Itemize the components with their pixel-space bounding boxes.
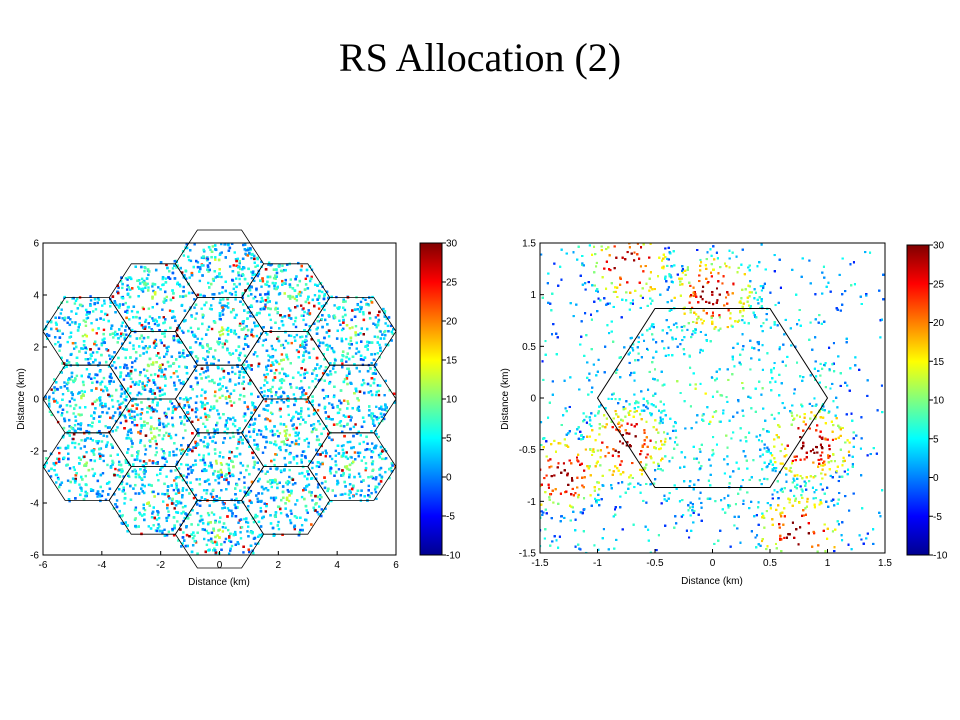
right-x-axis-label: Distance (km)	[681, 576, 743, 587]
x-tick-label: 0	[217, 560, 223, 571]
x-tick-label: 4	[334, 560, 340, 571]
colorbar-tick-label: 25	[446, 278, 458, 289]
colorbar-tick-label: 5	[933, 434, 939, 445]
colorbar-tick-label: 15	[446, 356, 458, 367]
colorbar-tick-label: -10	[446, 551, 461, 562]
y-tick-label: 6	[33, 239, 39, 250]
y-tick-label: -0.5	[519, 445, 537, 456]
left-colorbar: 30 25 20 15 10 5 0 -5 -10	[419, 239, 461, 562]
colorbar-tick-label: -5	[446, 512, 455, 523]
x-tick-label: -1.5	[531, 558, 549, 569]
colorbar-tick-label: 20	[446, 317, 458, 328]
right-colorbar-gradient	[906, 244, 930, 556]
y-tick-label: -1	[527, 497, 536, 508]
x-tick-label: 1.5	[878, 558, 892, 569]
colorbar-tick-label: 15	[933, 357, 945, 368]
y-tick-label: 0.5	[522, 342, 536, 353]
x-tick-label: -0.5	[646, 558, 664, 569]
x-tick-label: 2	[276, 560, 282, 571]
colorbar-tick-label: 25	[933, 279, 945, 290]
y-tick-label: 1	[530, 290, 536, 301]
y-tick-label: -4	[30, 499, 39, 510]
cell-hexagon	[307, 432, 397, 501]
left-colorbar-gradient	[419, 242, 443, 556]
y-tick-label: 0	[33, 395, 39, 406]
cell-hexagon	[42, 297, 132, 366]
colorbar-tick-label: 20	[933, 318, 945, 329]
left-x-axis-label: Distance (km)	[188, 577, 250, 588]
colorbar-tick-label: 5	[446, 434, 452, 445]
left-colorbar-ticks: 30 25 20 15 10 5 0 -5 -10	[442, 239, 461, 562]
y-tick-label: 2	[33, 343, 39, 354]
right-y-axis-ticks: 1.5 1 0.5 0 -0.5 -1 -1.5	[519, 239, 544, 560]
cell-hexagon	[174, 499, 265, 569]
right-plot: -1.5 -1 -0.5 0 0.5 1 1.5 1.5 1 0.5 0 -0.5 -1 -1.5 Di…	[500, 239, 892, 588]
x-tick-label: 0.5	[763, 558, 777, 569]
left-x-axis-ticks: -6 -4 -2 0 2 4 6	[39, 551, 399, 571]
cell-hexagon	[241, 466, 331, 535]
colorbar-tick-label: 10	[446, 395, 458, 406]
cell-hexagon	[42, 364, 132, 434]
colorbar-tick-label: 30	[446, 239, 458, 250]
colorbar-tick-label: 30	[933, 241, 945, 252]
left-plot-points	[43, 243, 396, 555]
colorbar-tick-label: 10	[933, 396, 945, 407]
y-tick-label: -6	[30, 551, 39, 562]
cell-hexagon	[307, 297, 397, 366]
colorbar-tick-label: 0	[446, 473, 452, 484]
left-plot: -6 -4 -2 0 2 4 6 6 4 2 0 -2 -4 -6 Distance (km) Dist…	[16, 229, 399, 588]
left-y-axis-ticks: 6 4 2 0 -2 -4 -6	[30, 239, 47, 562]
x-tick-label: -2	[156, 560, 165, 571]
colorbar-tick-label: -10	[933, 551, 948, 562]
right-y-axis-label: Distance (km)	[500, 368, 511, 430]
colorbar-tick-label: -5	[933, 512, 942, 523]
x-tick-label: -6	[39, 560, 48, 571]
y-tick-label: 0	[530, 394, 536, 405]
y-tick-label: -2	[30, 447, 39, 458]
right-colorbar: 30 25 20 15 10 5 0 -5 -10	[906, 241, 948, 562]
y-tick-label: 1.5	[522, 239, 536, 250]
right-plot-points	[540, 243, 885, 553]
x-tick-label: 0	[710, 558, 716, 569]
x-tick-label: 6	[393, 560, 399, 571]
right-colorbar-ticks: 30 25 20 15 10 5 0 -5 -10	[929, 241, 948, 562]
y-tick-label: 4	[33, 291, 39, 302]
x-tick-label: -1	[593, 558, 602, 569]
cell-hexagon	[307, 364, 397, 434]
right-plot-hex-outline	[596, 308, 829, 488]
colorbar-tick-label: 0	[933, 473, 939, 484]
right-x-axis-ticks: -1.5 -1 -0.5 0 0.5 1 1.5	[531, 549, 892, 569]
x-tick-label: 1	[825, 558, 831, 569]
y-tick-label: -1.5	[519, 549, 537, 560]
x-tick-label: -4	[97, 560, 106, 571]
slide-title: RS Allocation (2)	[338, 35, 622, 80]
left-y-axis-label: Distance (km)	[16, 368, 27, 430]
